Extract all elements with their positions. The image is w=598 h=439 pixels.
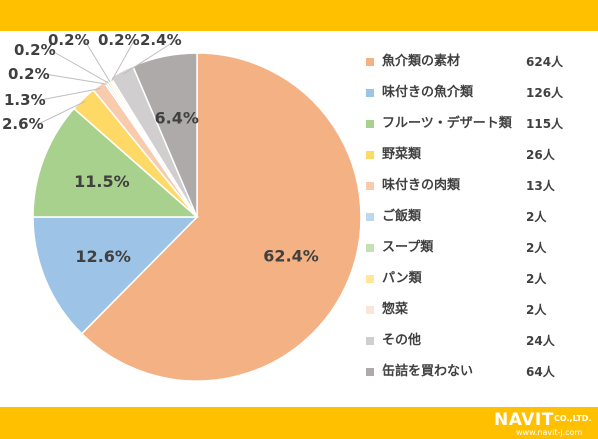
bottom-band: [0, 407, 598, 439]
slice-label-1: 12.6%: [75, 247, 131, 266]
legend-count: 2人: [526, 241, 547, 255]
legend-count: 24人: [526, 334, 555, 348]
slice-labels: 62.4%12.6%11.5%2.6%1.3%0.2%0.2%0.2% 0.2% 2…: [2, 31, 319, 266]
slice-label-2: 11.5%: [74, 172, 130, 191]
legend-item: スープ類 2人: [366, 238, 586, 269]
legend-swatch: [366, 151, 374, 159]
legend-count: 126人: [526, 86, 564, 100]
legend-item: 味付きの魚介類 126人: [366, 83, 586, 114]
legend-swatch: [366, 182, 374, 190]
legend-label: フルーツ・デザート類: [382, 116, 512, 131]
legend-count: 2人: [526, 303, 547, 317]
leader-lines: [38, 39, 177, 125]
leader-line-8: [111, 39, 135, 82]
leader-line-7: [83, 39, 111, 83]
slice-label-7: 0.2%: [48, 31, 90, 49]
legend-label: 味付きの肉類: [382, 178, 461, 193]
legend-label: 野菜類: [382, 147, 422, 162]
slice-label-9: 2.4%: [140, 31, 182, 49]
legend-swatch: [366, 337, 374, 345]
leader-line-5: [44, 73, 107, 85]
logo-name: NAVIT: [494, 410, 554, 430]
legend-count: 2人: [526, 272, 547, 286]
legend: 魚介類の素材 624人味付きの魚介類 126人フルーツ・デザート類 115人野菜類 26…: [366, 52, 586, 393]
legend-item: ご飯類 2人: [366, 207, 586, 238]
top-band: [0, 0, 598, 31]
legend-count: 115人: [526, 117, 564, 131]
legend-swatch: [366, 89, 374, 97]
pie-slice-10: [131, 52, 198, 218]
legend-swatch: [366, 120, 374, 128]
legend-swatch: [366, 58, 374, 66]
legend-count: 26人: [526, 148, 555, 162]
legend-count: 624人: [526, 55, 564, 69]
legend-swatch: [366, 368, 374, 376]
pie-slice-2: [32, 107, 199, 218]
pie-slice-1: [32, 216, 199, 335]
legend-item: その他 24人: [366, 331, 586, 362]
legend-count: 64人: [526, 365, 555, 379]
slice-label-4: 1.3%: [4, 91, 46, 109]
logo-url: www.navit-j.com: [516, 428, 583, 437]
slice-label-0: 62.4%: [263, 247, 319, 266]
slice-label-8: 0.2%: [98, 31, 140, 49]
legend-swatch: [366, 213, 374, 221]
slice-label-3: 2.6%: [2, 115, 44, 133]
legend-label: その他: [382, 333, 422, 348]
pie-chart: 62.4%12.6%11.5%2.6%1.3%0.2%0.2%0.2% 0.2% 2…: [2, 31, 362, 382]
legend-item: フルーツ・デザート類 115人: [366, 114, 586, 145]
legend-swatch: [366, 275, 374, 283]
pie-slices: [32, 52, 362, 382]
legend-label: スープ類: [382, 240, 434, 255]
logo-company: CO.,LTD.: [554, 414, 592, 423]
legend-item: 惣菜 2人: [366, 300, 586, 331]
leader-line-3: [38, 100, 86, 125]
legend-swatch: [366, 244, 374, 252]
legend-label: 惣菜: [382, 302, 409, 317]
legend-item: パン類 2人: [366, 269, 586, 300]
legend-label: 味付きの魚介類: [382, 85, 474, 100]
legend-swatch: [366, 306, 374, 314]
slice-label-5: 0.2%: [8, 65, 50, 83]
legend-label: ご飯類: [382, 209, 422, 224]
legend-item: 魚介類の素材 624人: [366, 52, 586, 83]
legend-label: 缶詰を買わない: [382, 364, 474, 379]
leader-line-9: [122, 39, 177, 75]
leader-line-4: [40, 87, 101, 101]
legend-label: 魚介類の素材: [382, 54, 461, 69]
navit-logo: NAVIT CO.,LTD. www.navit-j.com: [494, 410, 592, 437]
pie-slice-0: [80, 52, 362, 382]
legend-count: 13人: [526, 179, 555, 193]
slice-label-6: 0.2%: [14, 41, 56, 59]
slice-label-10: 6.4%: [155, 108, 199, 127]
legend-label: パン類: [382, 271, 422, 286]
legend-item: 野菜類 26人: [366, 145, 586, 176]
legend-count: 2人: [526, 210, 547, 224]
leader-line-6: [50, 49, 109, 84]
legend-item: 缶詰を買わない 64人: [366, 362, 586, 393]
legend-item: 味付きの肉類 13人: [366, 176, 586, 207]
